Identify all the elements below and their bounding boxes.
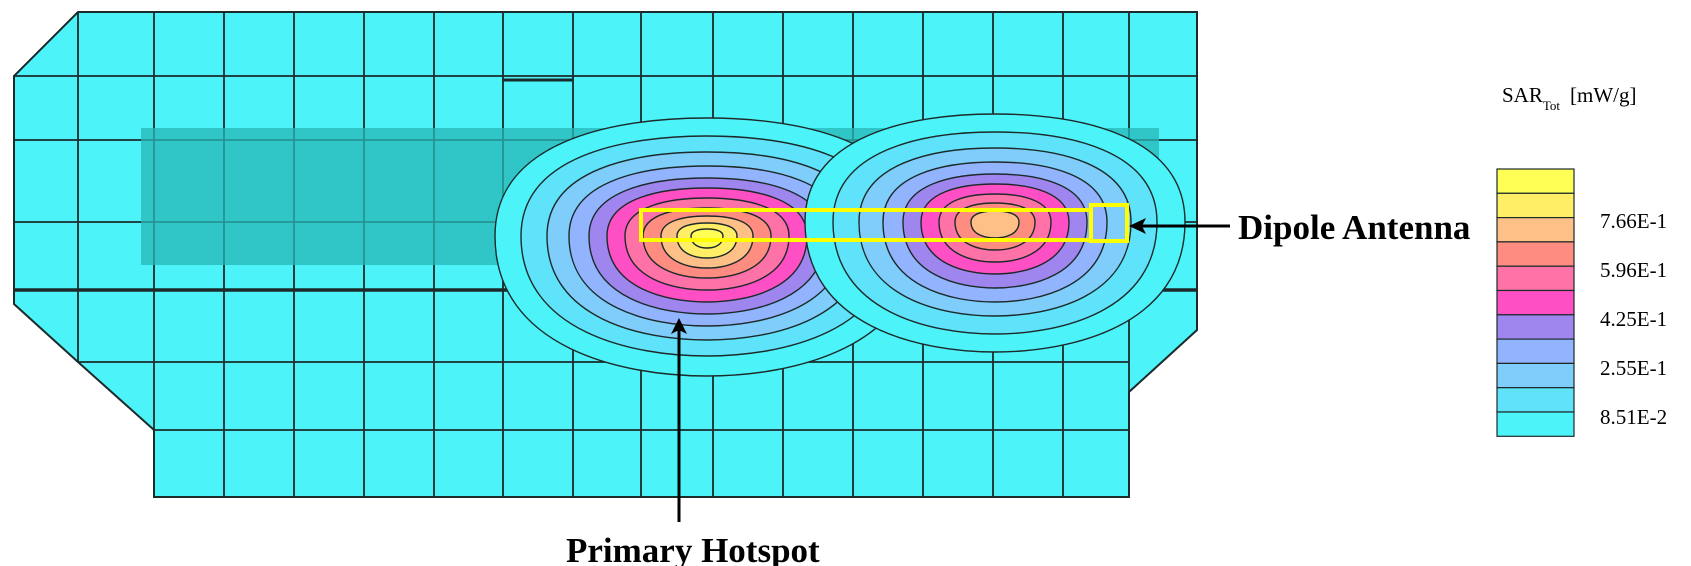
legend-tick-1: 7.66E-1 — [1600, 209, 1667, 233]
contour-band — [970, 210, 1020, 239]
hotspot-contours-secondary — [804, 113, 1186, 353]
antenna-label: Dipole Antenna — [1238, 208, 1470, 247]
dipole-antenna — [639, 203, 1129, 243]
hotspot-label: Primary Hotspot — [566, 531, 820, 566]
arrow-left-icon — [1129, 218, 1230, 234]
color-legend: SARTot [mW/g] 7.66E-1 5.96E-1 4.25E-1 2.5… — [1496, 83, 1667, 437]
legend-swatch — [1496, 362, 1575, 389]
legend-swatch — [1496, 411, 1575, 437]
legend-swatch — [1496, 314, 1575, 340]
legend-swatch — [1496, 241, 1575, 267]
legend-tick-3: 4.25E-1 — [1600, 307, 1667, 331]
legend-swatch — [1496, 192, 1575, 219]
arrow-up-icon — [671, 318, 687, 522]
legend-swatch — [1496, 168, 1575, 194]
antenna-feed-box — [1089, 203, 1129, 243]
legend-swatch — [1496, 387, 1575, 413]
legend-swatch — [1496, 289, 1575, 316]
legend-unit-title: SARTot [mW/g] — [1502, 83, 1637, 113]
legend-swatch — [1496, 265, 1575, 292]
legend-swatches — [1496, 168, 1575, 437]
legend-swatch — [1496, 338, 1575, 365]
legend-unit: [mW/g] — [1570, 83, 1636, 107]
legend-quantity: SAR — [1502, 83, 1543, 107]
legend-tick-4: 2.55E-1 — [1600, 356, 1667, 380]
legend-tick-2: 5.96E-1 — [1600, 258, 1667, 282]
legend-quantity-sub: Tot — [1543, 98, 1561, 113]
legend-ticks: 7.66E-1 5.96E-1 4.25E-1 2.55E-1 8.51E-2 — [1600, 209, 1667, 429]
legend-swatch — [1496, 217, 1575, 243]
legend-tick-5: 8.51E-2 — [1600, 405, 1667, 429]
